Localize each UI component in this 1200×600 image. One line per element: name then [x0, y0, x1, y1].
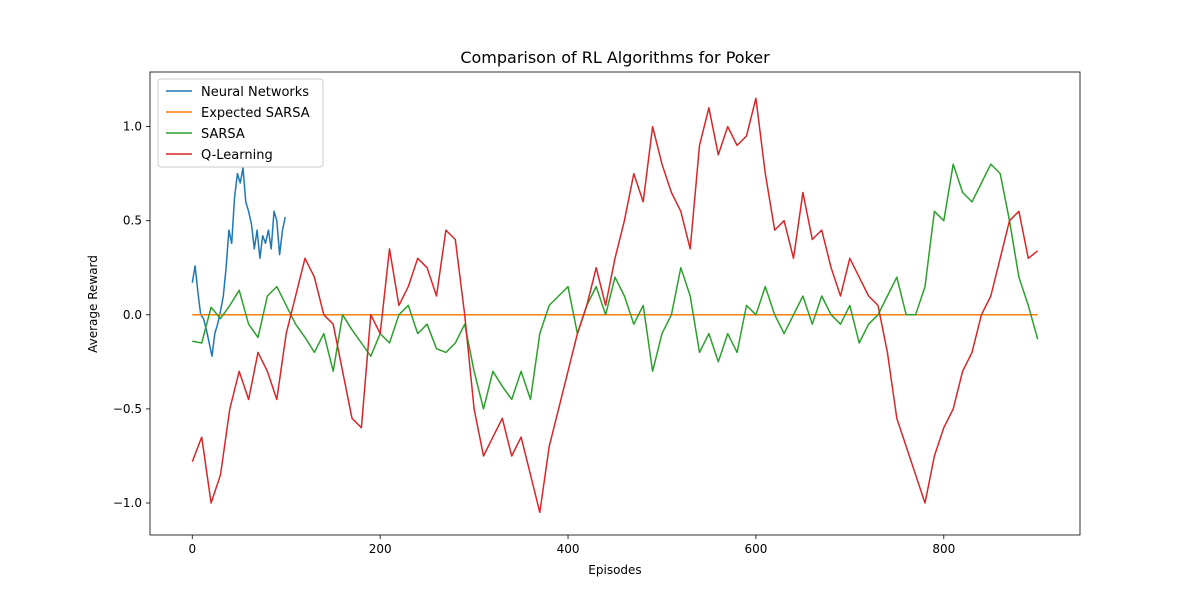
chart-title: Comparison of RL Algorithms for Poker [460, 48, 770, 67]
plot-frame [149, 71, 1081, 536]
x-tick-label: 600 [744, 542, 767, 556]
y-tick-label: −1.0 [113, 496, 142, 510]
legend-entry-label: SARSA [201, 127, 245, 142]
legend-entry-label: Expected SARSA [201, 106, 310, 121]
legend-entry-label: Neural Networks [201, 85, 309, 100]
y-tick-label: 1.0 [123, 120, 142, 134]
series-line-sarsa [192, 163, 1039, 410]
series-line-q-learning [191, 97, 1039, 514]
x-tick-label: 800 [932, 542, 955, 556]
x-axis-label: Episodes [588, 563, 641, 577]
series-line-neural-networks [191, 167, 287, 357]
series-group [191, 97, 1039, 514]
x-tick-label: 400 [557, 542, 580, 556]
plot-area [191, 97, 1039, 514]
x-tick-label: 0 [188, 542, 196, 556]
axes: 0 200 400 600 800 −1.0 −0.5 0.0 0.5 1.0 [113, 71, 1081, 556]
legend: Neural Networks Expected SARSA SARSA Q-Lear… [157, 78, 324, 168]
legend-box [157, 78, 324, 168]
legend-entry-label: Q-Learning [201, 148, 273, 163]
x-tick-label: 200 [369, 542, 392, 556]
y-tick-label: 0.5 [123, 214, 142, 228]
y-tick-label: 0.0 [123, 308, 142, 322]
y-axis-label: Average Reward [86, 255, 100, 353]
y-tick-label: −0.5 [113, 402, 142, 416]
